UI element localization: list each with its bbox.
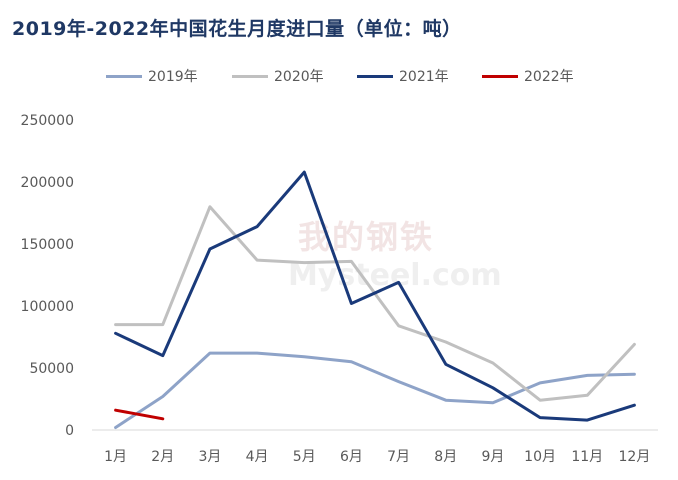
legend-item: 2019年 bbox=[106, 64, 198, 88]
series-line-2019年 bbox=[114, 351, 636, 429]
legend-item: 2020年 bbox=[232, 64, 324, 88]
legend-swatch bbox=[232, 74, 268, 78]
legend-swatch bbox=[357, 74, 393, 78]
x-tick-label: 4月 bbox=[246, 449, 269, 465]
x-tick-label: 1月 bbox=[104, 449, 127, 465]
legend-swatch bbox=[482, 74, 518, 78]
legend-label: 2022年 bbox=[524, 69, 574, 85]
x-tick-label: 10月 bbox=[524, 449, 556, 465]
x-tick-label: 5月 bbox=[293, 449, 316, 465]
legend: 2019年 2020年 2021年 2022年 bbox=[0, 64, 678, 88]
legend-label: 2021年 bbox=[399, 69, 449, 85]
x-tick-label: 12月 bbox=[619, 449, 651, 465]
legend-label: 2019年 bbox=[148, 69, 198, 85]
x-tick-label: 11月 bbox=[571, 449, 603, 465]
x-tick-label: 9月 bbox=[481, 449, 504, 465]
legend-item: 2022年 bbox=[482, 64, 574, 88]
legend-item: 2021年 bbox=[357, 64, 449, 88]
legend-swatch bbox=[106, 74, 142, 78]
y-tick-label: 150000 bbox=[21, 237, 74, 253]
y-tick-label: 0 bbox=[65, 423, 74, 439]
y-tick-label: 250000 bbox=[21, 113, 74, 129]
x-tick-label: 7月 bbox=[387, 449, 410, 465]
x-tick-label: 6月 bbox=[340, 449, 363, 465]
y-tick-label: 50000 bbox=[29, 361, 74, 377]
y-tick-label: 200000 bbox=[21, 175, 74, 191]
x-tick-label: 2月 bbox=[151, 449, 174, 465]
series-line-2022年 bbox=[114, 408, 165, 421]
series-line-2021年 bbox=[114, 170, 636, 422]
y-tick-label: 100000 bbox=[21, 299, 74, 315]
x-tick-label: 3月 bbox=[198, 449, 221, 465]
legend-label: 2020年 bbox=[274, 69, 324, 85]
chart-title: 2019年-2022年中国花生月度进口量（单位：吨） bbox=[12, 18, 462, 40]
x-tick-label: 8月 bbox=[434, 449, 457, 465]
